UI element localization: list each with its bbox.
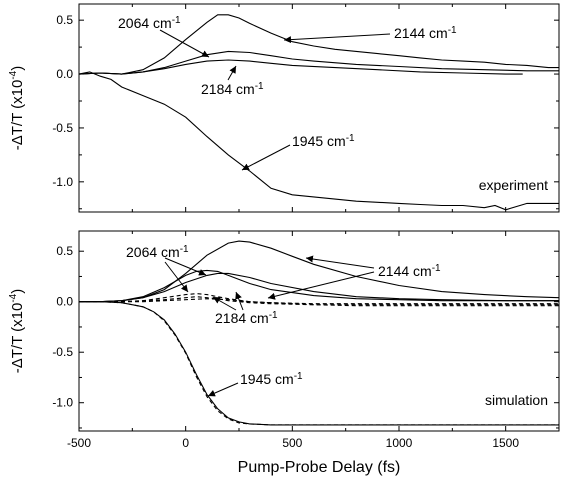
bottom-tick-labels: -500 0 500 1000 1500 0.5 0.0 -0.5 -1.0: [52, 244, 519, 450]
bottom-label-2064-text: 2064 cm-1: [126, 244, 189, 260]
top-series-lines: [78, 14, 559, 211]
bottom-arrow-2144-b: [267, 271, 375, 300]
top-tick-labels: 0.5 0.0 -0.5 -1.0: [52, 13, 73, 189]
top-y-tick-label: -0.5: [52, 121, 73, 135]
top-panel-annotation: experiment: [479, 177, 548, 193]
bottom-y-tick-label: -1.0: [52, 396, 73, 410]
bottom-y-axis-label: -ΔT/T (x10-4): [8, 289, 26, 374]
top-label-1945-text: 1945 cm-1: [292, 133, 355, 149]
top-series-line-2184: [78, 59, 523, 75]
bottom-label-2144-text: 2144 cm-1: [378, 263, 441, 279]
top-label-2144-text: 2144 cm-1: [394, 25, 457, 41]
bottom-x-tick-label: 1500: [492, 436, 519, 450]
bottom-x-tick-label: 1000: [386, 436, 413, 450]
bottom-series-line-dashed-7-dashed: [79, 301, 559, 426]
top-label-2184: 2184 cm-1: [201, 65, 264, 97]
bottom-arrow-2064-b: [164, 261, 189, 293]
bottom-label-1945: 1945 cm-1: [207, 371, 303, 397]
bottom-axis-ticks: [78, 231, 560, 431]
bottom-label-2144: 2144 cm-1: [267, 255, 441, 300]
top-label-1945: 1945 cm-1: [241, 133, 355, 171]
bottom-panel-annotation: simulation: [485, 392, 548, 408]
bottom-y-tick-label: 0.5: [56, 244, 73, 258]
top-series-line-1945: [78, 71, 559, 211]
top-y-tick-label: 0.0: [56, 67, 73, 81]
bottom-x-tick-label: -500: [67, 436, 91, 450]
top-arrow-2064: [159, 29, 210, 58]
bottom-label-2184: 2184 cm-1: [212, 291, 278, 326]
top-label-2144: 2144 cm-1: [283, 25, 457, 44]
bottom-y-tick-label: 0.0: [56, 295, 73, 309]
bottom-x-tick-label: 500: [282, 436, 302, 450]
bottom-arrow-2184-a: [212, 296, 237, 311]
top-plot-frame: [78, 3, 560, 213]
bottom-label-2184-text: 2184 cm-1: [215, 310, 278, 326]
bottom-label-1945-text: 1945 cm-1: [240, 371, 303, 387]
top-label-2064-text: 2064 cm-1: [118, 15, 181, 31]
bottom-plot-frame: [78, 230, 560, 432]
top-y-axis-label: -ΔT/T (x10-4): [8, 66, 26, 151]
bottom-series-lines: [79, 240, 560, 426]
bottom-y-tick-label: -0.5: [52, 345, 73, 359]
top-panel-experiment: 0.50.0-0.5-1.0 experiment -ΔT/T (x10-4) …: [8, 3, 560, 213]
bottom-series-line-2184: [79, 272, 559, 303]
bottom-arrow-1945: [207, 382, 239, 397]
top-y-tick-label: -1.0: [52, 175, 73, 189]
bottom-arrow-2184-b: [235, 291, 244, 311]
top-label-2064: 2064 cm-1: [118, 15, 210, 58]
top-arrow-2184: [227, 65, 237, 81]
bottom-panel-simulation: -500 0 500 1000 1500 0.5 0.0 -0.5 -1.0 simulatio…: [8, 230, 560, 476]
bottom-arrow-2144-a: [305, 255, 375, 269]
top-label-2184-text: 2184 cm-1: [201, 81, 264, 97]
top-axis-ticks: [78, 4, 560, 212]
bottom-arrow-2064-a: [164, 257, 207, 276]
bottom-label-2064: 2064 cm-1: [126, 244, 207, 293]
bottom-series-line-2064: [79, 269, 559, 303]
x-axis-label: Pump-Probe Delay (fs): [238, 459, 401, 476]
top-arrow-2144: [283, 33, 391, 44]
top-y-tick-label: 0.5: [56, 13, 73, 27]
bottom-x-tick-label: 0: [182, 436, 189, 450]
top-arrow-1945: [241, 144, 291, 171]
top-series-line-2144: [78, 14, 559, 75]
